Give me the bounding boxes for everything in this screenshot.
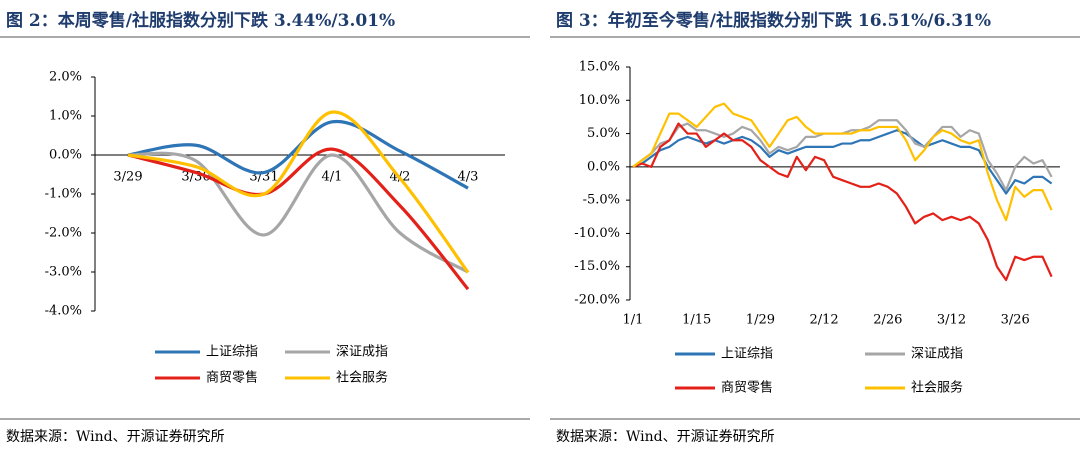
source-note: 数据来源：Wind、开源证券研究所 [6,429,225,445]
source-note: 数据来源：Wind、开源证券研究所 [556,429,775,445]
legend-label: 深证成指 [336,345,388,360]
y-tick-label: -5.0% [583,193,620,208]
x-tick-label: 1/1 [623,313,644,328]
legend-label: 社会服务 [336,370,388,386]
y-tick-label: -10.0% [574,226,620,241]
x-tick-label: 2/26 [873,313,902,328]
legend-label: 上证综指 [206,345,258,360]
series-line [632,122,1053,282]
legend-label: 社会服务 [911,380,963,396]
series-line [127,151,469,274]
x-tick-label: 3/26 [1001,313,1030,328]
legend-label: 上证综指 [721,347,773,362]
y-tick-label: 0.0% [49,148,82,163]
y-tick-label: -20.0% [574,293,620,308]
series-line [127,147,470,291]
series-line [127,110,470,274]
chart-title: 图 2：本周零售/社服指数分别下跌 3.44%/3.01% [6,10,395,31]
y-tick-label: 1.0% [49,109,82,124]
x-tick-label: 4/3 [458,170,479,185]
x-tick-label: 1/15 [682,313,711,328]
x-tick-label: 3/12 [937,313,966,328]
x-tick-label: 3/29 [113,170,142,185]
y-tick-label: 15.0% [579,60,620,75]
y-tick-label: -2.0% [45,226,82,241]
x-tick-label: 4/1 [322,170,343,185]
legend-label: 商贸零售 [206,370,258,386]
y-tick-label: -15.0% [574,259,620,274]
x-tick-label: 1/29 [746,313,775,328]
chart-title: 图 3：年初至今零售/社服指数分别下跌 16.51%/6.31% [556,10,991,31]
legend-label: 商贸零售 [721,380,773,396]
y-tick-label: -1.0% [45,187,82,202]
series-line [127,119,469,190]
y-tick-label: -3.0% [45,265,82,280]
y-tick-label: -4.0% [45,304,82,319]
y-tick-label: 2.0% [49,70,82,85]
series-line [632,102,1053,222]
x-tick-label: 3/30 [181,170,210,185]
legend-label: 深证成指 [911,347,963,362]
y-tick-label: 0.0% [587,159,620,174]
x-tick-label: 2/12 [809,313,838,328]
y-tick-label: 5.0% [587,126,620,141]
y-tick-label: 10.0% [579,93,620,108]
